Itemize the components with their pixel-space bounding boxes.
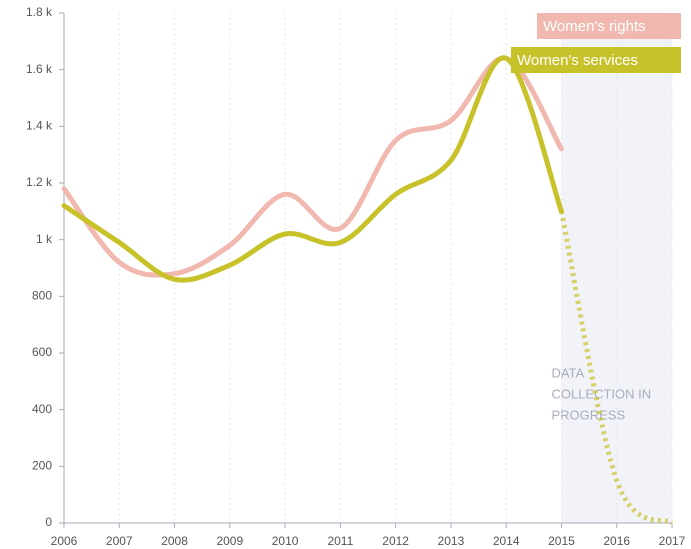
legend-label: Women's rights <box>543 18 646 35</box>
x-tick-label: 2012 <box>382 534 409 548</box>
line <box>61 55 564 283</box>
y-tick-label: 1.2 k <box>26 175 53 189</box>
y-tick-label: 1.4 k <box>26 119 53 133</box>
x-tick-label: 2017 <box>659 534 686 548</box>
y-tick-label: 400 <box>32 402 52 416</box>
y-tick-label: 1.8 k <box>26 5 53 19</box>
y-tick-label: 200 <box>32 459 52 473</box>
legend-swatch <box>511 47 681 73</box>
y-tick-label: 0 <box>45 515 52 529</box>
x-tick-label: 2016 <box>603 534 630 548</box>
x-tick-label: 2007 <box>106 534 133 548</box>
x-tick-label: 2010 <box>272 534 299 548</box>
y-tick-label: 600 <box>32 345 52 359</box>
y-tick-label: 1.6 k <box>26 62 53 76</box>
legend-label: Women's services <box>517 52 638 69</box>
line-in-progress <box>559 210 674 526</box>
legend-swatch <box>537 13 681 39</box>
x-tick-label: 2006 <box>51 534 78 548</box>
x-tick-label: 2015 <box>548 534 575 548</box>
x-tick-label: 2011 <box>327 534 353 548</box>
y-tick-label: 800 <box>32 289 52 303</box>
region-label: PROGRESS <box>551 407 625 422</box>
line <box>61 55 564 278</box>
region-label: DATA <box>551 365 584 380</box>
x-tick-label: 2014 <box>493 534 520 548</box>
x-tick-label: 2009 <box>216 534 243 548</box>
legend: Women's rights Women's services <box>511 13 681 73</box>
x-tick-label: 2013 <box>438 534 465 548</box>
x-tick-label: 2008 <box>161 534 188 548</box>
region-label: COLLECTION IN <box>551 386 651 401</box>
y-tick-label: 1 k <box>36 232 53 246</box>
